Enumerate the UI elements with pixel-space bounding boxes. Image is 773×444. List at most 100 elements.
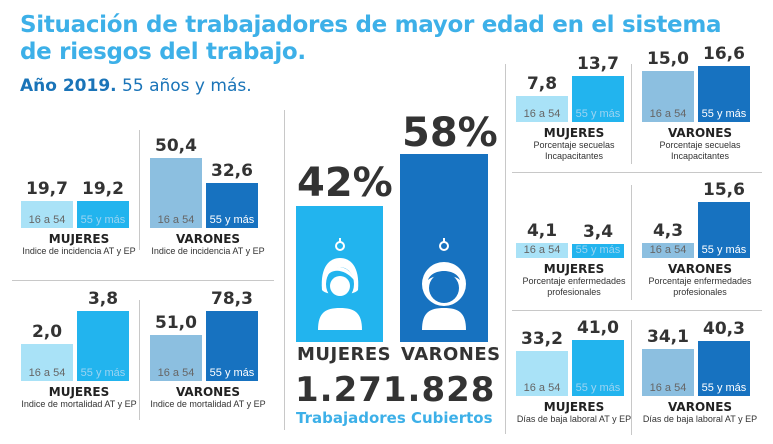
bar-value-old: 41,0 [577,318,619,338]
age-label: 16 a 54 [523,244,561,256]
man-icon [422,238,466,330]
group-label: MUJERES [543,126,605,140]
bar-old: 55 y más [698,202,750,258]
bar-value-young: 19,7 [26,179,68,199]
bar-young: 16 a 54 [150,335,202,381]
total-workers: 1.271.828 [295,370,496,410]
bar-old: 55 y más [77,201,129,228]
bar-old: 55 y más [206,311,258,381]
divider-right-mid-2 [631,185,632,300]
varones-center-label: VARONES [401,344,501,365]
age-label: 16 a 54 [157,367,195,379]
panel-caption: MUJERES Días de baja laboral AT y EP [509,400,639,425]
divider-right-mid [631,64,632,164]
age-label: 55 y más [701,382,747,394]
bar-old: 55 y más [572,244,624,258]
metric-label: Porcentaje secuelas Incapacitantes [659,140,741,161]
bar-value-old: 32,6 [211,161,253,181]
metric-label: Días de baja laboral AT y EP [516,414,632,424]
panel-caption: VARONES Días de baja laboral AT y EP [635,400,765,425]
bar-young: 16 a 54 [21,201,73,228]
age-label: 55 y más [575,244,621,256]
group-label: MUJERES [48,232,110,246]
bar-old: 55 y más [572,76,624,122]
divider-left-mid-2 [139,300,140,420]
bar-old: 55 y más [206,183,258,228]
year-label: Año 2019. [20,76,117,96]
divider-right-horizontal-2 [512,310,762,311]
bar-value-old: 3,8 [87,289,119,309]
page-title: Situación de trabajadores de mayor edad … [20,12,722,65]
bar-value-young: 15,0 [647,49,689,69]
bar-old: 55 y más [77,311,129,381]
age-label: 55 y más [80,367,126,379]
bar-old: 55 y más [698,341,750,396]
age-label: 16 a 54 [157,214,195,226]
panel-caption: MUJERES Porcentaje secuelas Incapacitante… [509,126,639,162]
bar-young: 16 a 54 [150,158,202,228]
age-label: 55 y más [209,214,255,226]
total-workers-label: Trabajadores Cubiertos [296,409,493,427]
panel-caption: MUJERES Indice de mortalidad AT y EP [14,385,144,410]
panel-caption: VARONES Porcentaje enfermedades profesion… [635,262,765,298]
group-label: MUJERES [543,262,605,276]
metric-label: Indice de mortalidad AT y EP [150,399,266,409]
age-label: 16 a 54 [28,367,66,379]
bar-old: 55 y más [572,340,624,396]
bar-value-young: 34,1 [647,327,689,347]
bar-young: 16 a 54 [642,243,694,258]
age-label: 55 y más [80,214,126,226]
panel-caption: VARONES Porcentaje secuelas Incapacitante… [635,126,765,162]
bar-young: 16 a 54 [642,71,694,122]
metric-label: Porcentaje enfermedades profesionales [648,276,752,297]
divider-right-mid-3 [631,320,632,435]
metric-label: Indice de mortalidad AT y EP [21,399,137,409]
age-label: 16 a 54 [649,244,687,256]
age-label: 16 a 54 [28,214,66,226]
group-label: VARONES [175,232,241,246]
age-range-label: 55 años y más. [122,76,252,96]
group-label: VARONES [667,262,733,276]
divider-right-horizontal [512,172,762,173]
bar-young: 16 a 54 [516,351,568,396]
panel-caption: MUJERES Porcentaje enfermedades profesion… [509,262,639,298]
group-label: VARONES [667,126,733,140]
divider-left-mid [139,130,140,250]
group-label: VARONES [175,385,241,399]
age-label: 55 y más [575,382,621,394]
age-label: 16 a 54 [649,382,687,394]
bar-young: 16 a 54 [642,349,694,396]
age-label: 16 a 54 [523,382,561,394]
metric-label: Indice de incidencia AT y EP [22,246,136,256]
metric-label: Días de baja laboral AT y EP [642,414,758,424]
age-label: 55 y más [701,108,747,120]
age-label: 55 y más [575,108,621,120]
divider-left-horizontal [12,280,274,281]
bar-value-old: 16,6 [703,44,745,64]
group-label: VARONES [667,400,733,414]
bar-value-old: 3,4 [582,222,614,242]
bar-value-young: 7,8 [526,74,558,94]
year-subtitle: Año 2019. 55 años y más. [20,76,252,96]
group-label: MUJERES [543,400,605,414]
varones-percentage: 58% [402,110,498,156]
bar-value-young: 50,4 [155,136,197,156]
metric-label: Porcentaje secuelas Incapacitantes [533,140,615,161]
bar-value-old: 13,7 [577,54,619,74]
age-label: 55 y más [701,244,747,256]
group-label: MUJERES [48,385,110,399]
divider-center-right [505,64,506,434]
panel-caption: MUJERES Indice de incidencia AT y EP [14,232,144,257]
mujeres-center-label: MUJERES [297,344,392,365]
divider-left-center [284,110,285,430]
metric-label: Indice de incidencia AT y EP [151,246,265,256]
bar-value-young: 4,1 [526,221,558,241]
bar-young: 16 a 54 [516,243,568,258]
age-label: 16 a 54 [523,108,561,120]
bar-value-young: 51,0 [155,313,197,333]
bar-value-old: 40,3 [703,319,745,339]
bar-value-young: 33,2 [521,329,563,349]
bar-value-old: 15,6 [703,180,745,200]
bar-young: 16 a 54 [516,96,568,122]
bar-value-old: 78,3 [211,289,253,309]
